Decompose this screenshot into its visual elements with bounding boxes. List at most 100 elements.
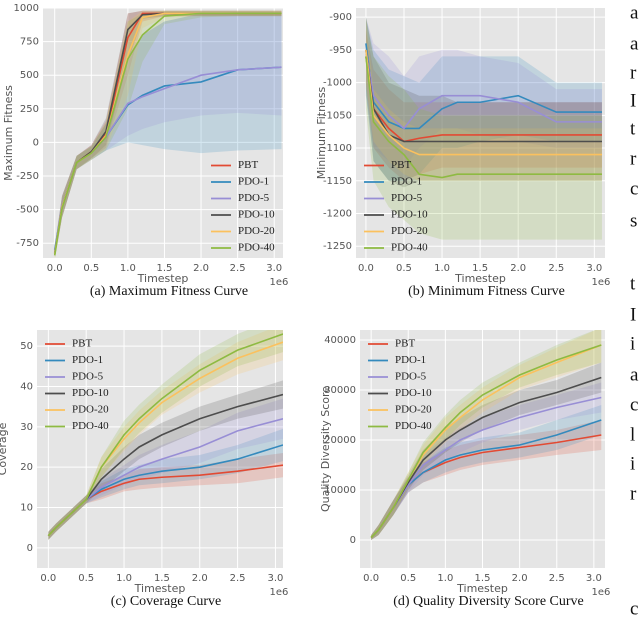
plot-area — [37, 330, 283, 568]
band — [48, 380, 283, 540]
legend-label: PDO-20 — [72, 404, 109, 416]
legend-label: PDO-20 — [391, 225, 428, 237]
legend-label: PDO-20 — [238, 225, 275, 237]
x-tick-label: 2.5 — [548, 263, 564, 274]
x-tick-label: 0.5 — [400, 573, 416, 584]
y-axis-label: Quality Diversity Score — [319, 386, 332, 512]
legend-label: PBT — [72, 338, 92, 350]
x-tick-label: 3.0 — [267, 573, 283, 584]
line — [365, 56, 602, 179]
legend-label: PBT — [238, 159, 258, 171]
x-axis-label: Timestep — [137, 272, 189, 285]
y-axis-label: Minimum Fitness — [315, 86, 328, 179]
y-tick-label: 500 — [20, 70, 39, 81]
y-tick-label: 40 — [20, 381, 33, 392]
legend-label: PDO-40 — [395, 420, 432, 432]
x-tick-label: 1.0 — [434, 263, 450, 274]
legend-label: PDO-1 — [391, 176, 422, 188]
band — [48, 453, 283, 540]
y-tick-label: -1000 — [323, 78, 352, 89]
y-tick-label: 10 — [20, 502, 33, 513]
band — [365, 17, 602, 168]
y-tick-label: 10000 — [324, 485, 356, 496]
legend-label: PBT — [391, 159, 411, 171]
plot-layer — [47, 330, 283, 540]
legend-label: PBT — [395, 338, 415, 350]
y-tick-label: -1100 — [323, 143, 352, 154]
legend-label: PDO-10 — [238, 209, 275, 221]
y-tick-label: 50 — [20, 341, 33, 352]
y-tick-label: -1050 — [323, 110, 352, 121]
legend-label: PDO-1 — [238, 176, 269, 188]
y-tick-label: -1250 — [323, 241, 352, 252]
line — [365, 49, 602, 156]
x-tick-label: 2.0 — [192, 573, 208, 584]
x-tick-label: 1.5 — [154, 573, 170, 584]
x-tick-label: 1.0 — [116, 573, 132, 584]
caption: (d) Quality Diversity Score Curve — [393, 594, 584, 609]
y-tick-label: -500 — [16, 205, 39, 216]
x-offset-label: 1e6 — [592, 587, 611, 598]
x-tick-label: 2.0 — [512, 573, 528, 584]
margin-text: s — [630, 210, 637, 231]
band — [48, 398, 283, 540]
legend-label: PDO-10 — [395, 387, 432, 399]
margin-text: c — [630, 394, 638, 415]
caption: (a) Maximum Fitness Curve — [90, 284, 248, 299]
x-tick-label: 0.5 — [83, 263, 99, 274]
margin-text: I — [630, 304, 636, 325]
x-axis-label: Timestep — [454, 272, 506, 285]
y-tick-label: 1000 — [14, 3, 39, 14]
margin-text: c — [630, 178, 638, 199]
x-tick-label: 2.5 — [230, 263, 246, 274]
line — [53, 12, 282, 256]
x-tick-label: 1.5 — [472, 263, 488, 274]
band — [371, 330, 602, 540]
margin-text: I — [630, 90, 636, 111]
legend-label: PDO-20 — [395, 404, 432, 416]
caption: (c) Coverage Curve — [111, 594, 221, 609]
band — [54, 10, 282, 258]
band — [371, 330, 602, 540]
legend-label: PDO-10 — [72, 387, 109, 399]
x-tick-label: 1.5 — [157, 263, 173, 274]
y-tick-label: 40000 — [324, 335, 356, 346]
x-tick-label: 3.0 — [266, 263, 282, 274]
line — [370, 344, 602, 539]
x-tick-label: 3.0 — [586, 263, 602, 274]
y-axis-label: Maximum Fitness — [2, 85, 15, 181]
x-tick-label: 0.0 — [358, 263, 374, 274]
margin-text: r — [630, 62, 637, 83]
margin-text: a — [630, 2, 639, 23]
x-tick-label: 2.5 — [549, 573, 565, 584]
y-tick-label: 0 — [350, 535, 356, 546]
band — [54, 10, 282, 258]
x-offset-label: 1e6 — [270, 587, 289, 598]
band — [54, 12, 282, 257]
y-tick-label: -900 — [329, 12, 352, 23]
band — [371, 420, 602, 540]
x-tick-label: 1.0 — [120, 263, 136, 274]
y-tick-label: 20000 — [324, 435, 356, 446]
y-tick-label: -950 — [329, 45, 352, 56]
margin-text: a — [630, 364, 639, 385]
x-tick-label: 2.0 — [193, 263, 209, 274]
x-offset-label: 1e6 — [592, 277, 611, 288]
band — [365, 30, 602, 181]
line — [47, 333, 283, 537]
y-tick-label: -750 — [16, 238, 39, 249]
band — [365, 17, 602, 181]
x-tick-label: 0.0 — [47, 263, 63, 274]
x-tick-label: 1.0 — [437, 573, 453, 584]
y-tick-label: 20 — [20, 462, 33, 473]
x-tick-label: 3.0 — [586, 573, 602, 584]
x-tick-label: 2.0 — [510, 263, 526, 274]
x-tick-label: 0.5 — [78, 573, 94, 584]
margin-text: t — [630, 273, 636, 294]
line — [365, 43, 602, 130]
legend-label: PDO-5 — [72, 371, 104, 383]
x-axis-label: Timestep — [456, 582, 508, 595]
y-tick-label: 750 — [20, 37, 39, 48]
band — [365, 17, 602, 188]
